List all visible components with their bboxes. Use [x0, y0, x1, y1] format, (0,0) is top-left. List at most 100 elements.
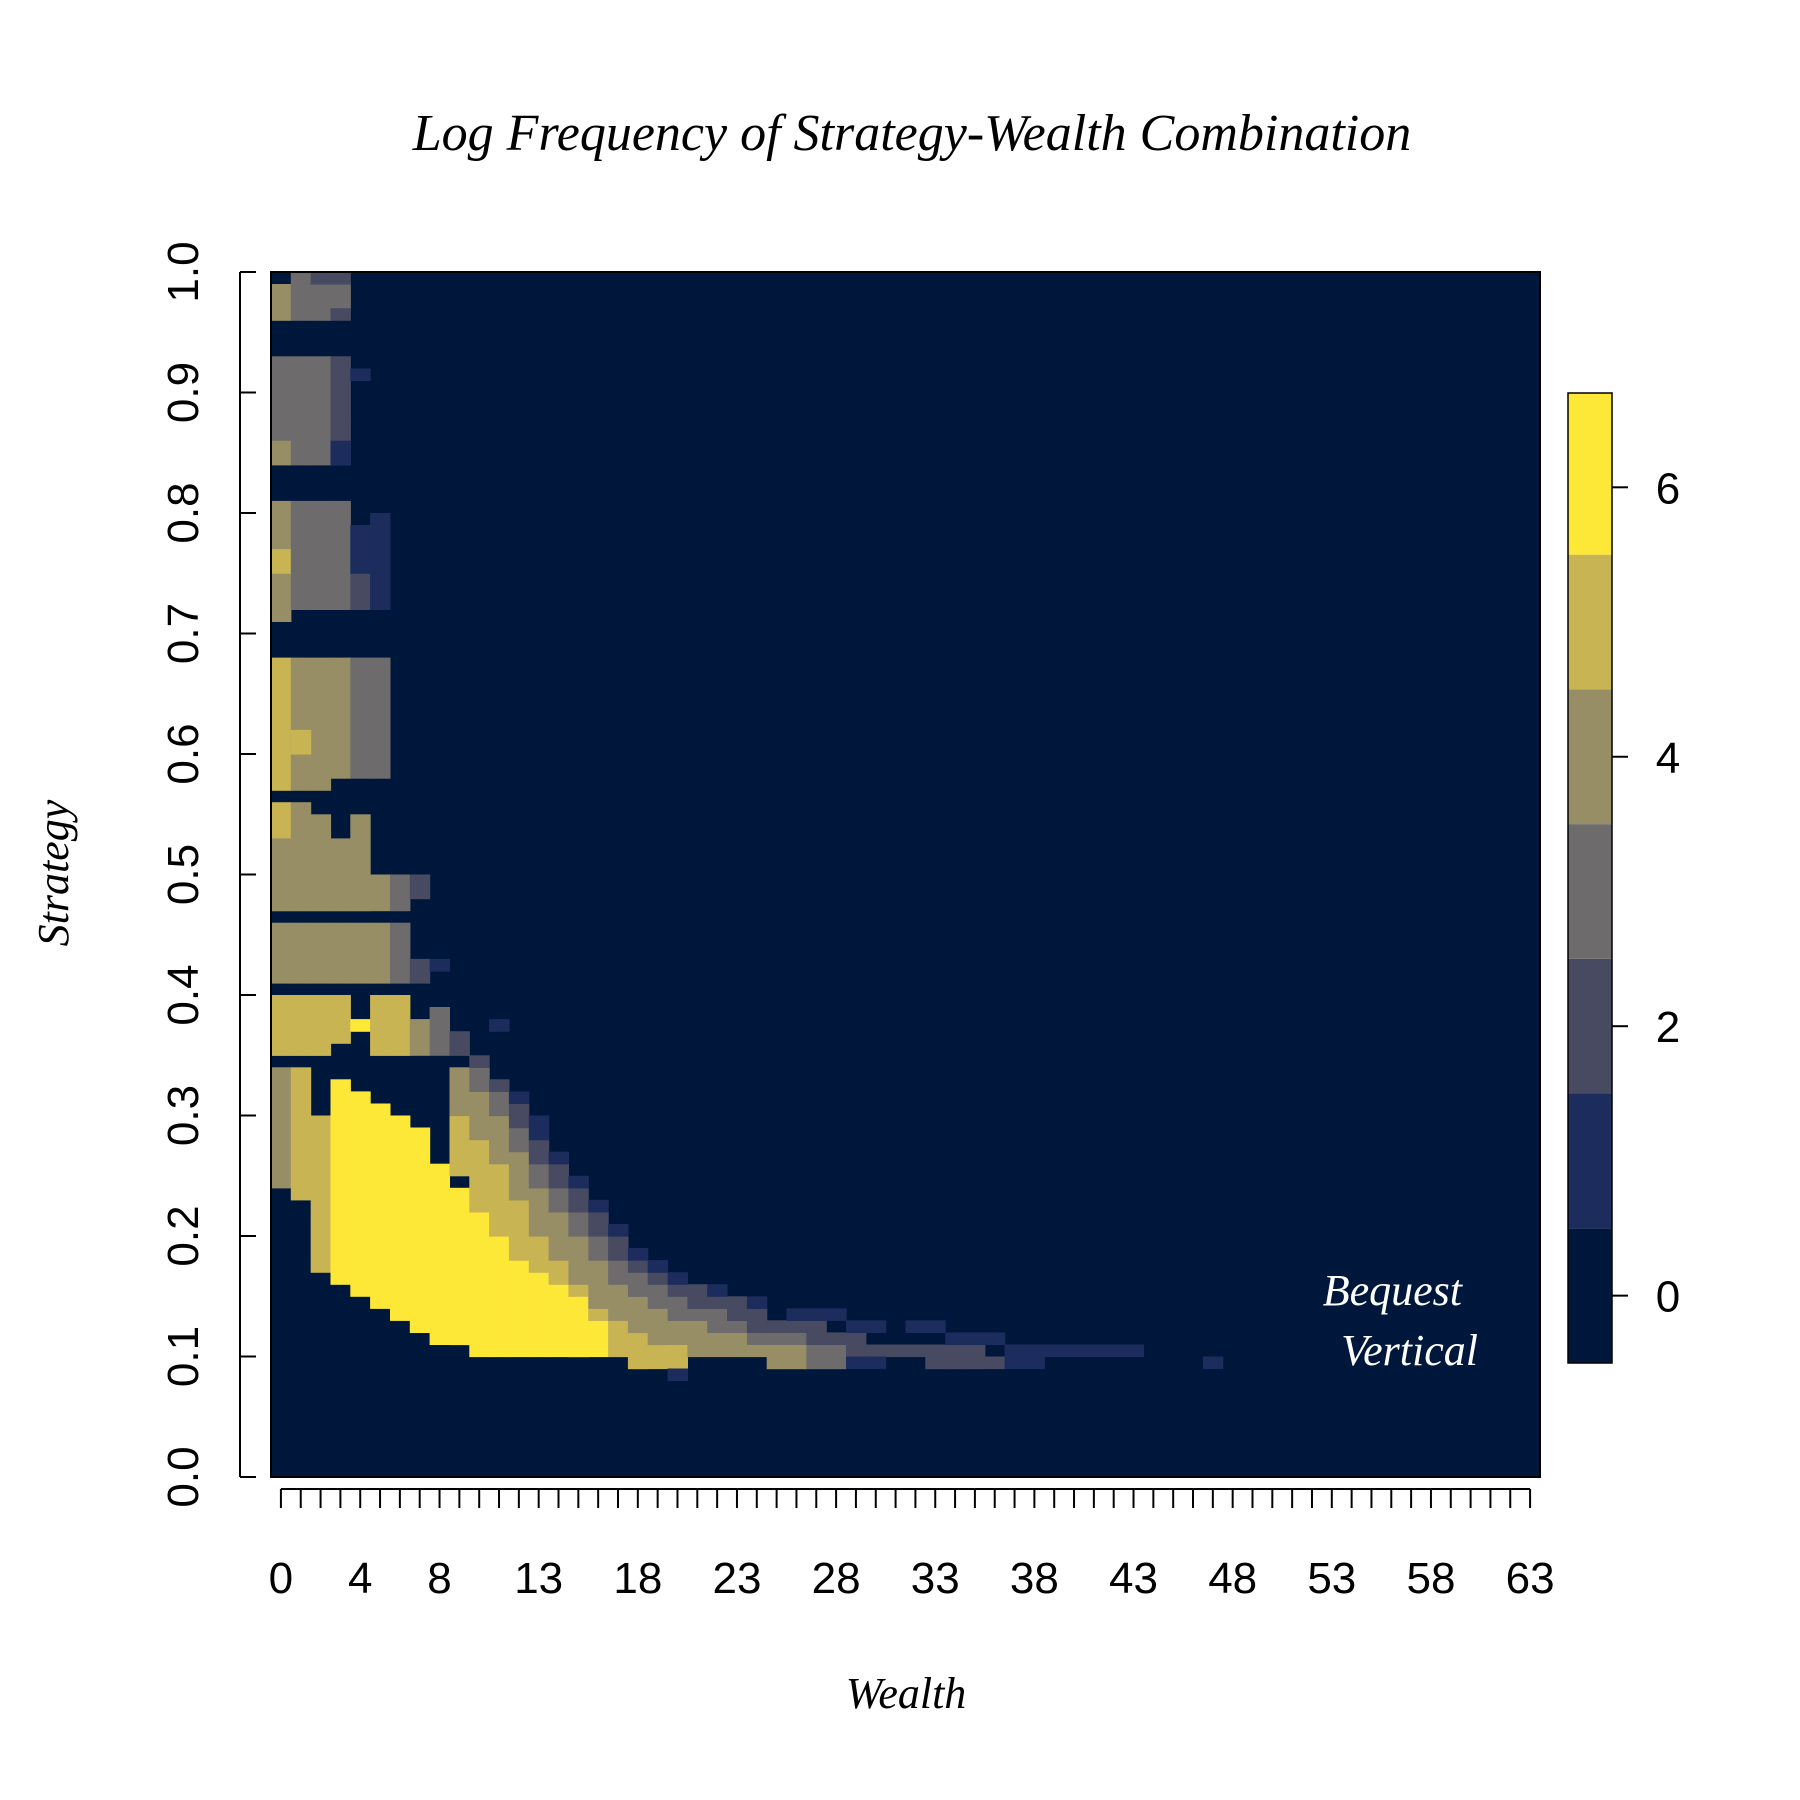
- heatmap-cell: [290, 356, 312, 466]
- heatmap-cell: [667, 1296, 688, 1321]
- colorbar-band: [1568, 1093, 1612, 1229]
- heatmap-cell: [409, 1019, 431, 1056]
- heatmap-cell: [568, 1211, 589, 1237]
- heatmap-cell: [310, 657, 332, 791]
- heatmap-cell: [786, 1320, 807, 1333]
- heatmap-cell: [528, 1163, 550, 1189]
- heatmap-cell: [370, 1103, 391, 1309]
- x-tick-label: 43: [1109, 1554, 1158, 1603]
- heatmap-cell: [984, 1356, 1006, 1370]
- chart-title: Log Frequency of Strategy-Wealth Combina…: [412, 105, 1411, 162]
- heatmap-cell: [1024, 1356, 1045, 1370]
- x-tick-label: 4: [348, 1554, 372, 1603]
- heatmap-cell: [806, 1320, 827, 1345]
- heatmap-cell: [469, 1091, 490, 1141]
- heatmap-cell: [271, 284, 292, 321]
- x-tick-label: 28: [812, 1554, 861, 1603]
- heatmap-cell: [786, 1332, 807, 1345]
- heatmap-cell: [489, 1115, 510, 1165]
- y-tick-label: 1.0: [159, 241, 208, 302]
- y-tick-label: 0.7: [159, 603, 208, 664]
- heatmap-cell: [429, 1007, 450, 1056]
- heatmap-cell: [429, 1163, 450, 1345]
- x-tick-label: 23: [712, 1554, 761, 1603]
- heatmap-cell: [350, 1019, 371, 1032]
- y-axis-label: Strategy: [29, 799, 78, 946]
- heatmap-cell: [627, 1248, 649, 1261]
- heatmap-cell: [370, 874, 391, 912]
- heatmap-cell: [310, 995, 332, 1056]
- heatmap-cell: [290, 729, 312, 755]
- heatmap-cell: [865, 1320, 887, 1333]
- heatmap-cell: [330, 1079, 351, 1285]
- colorbar: 0 2 4 6: [1567, 392, 1680, 1364]
- heatmap-cell: [548, 1187, 569, 1213]
- heatmap-cell: [290, 922, 312, 984]
- y-axis: 0.0 0.1 0.2 0.3 0.4 0.5 0.6 0.7 0.8 0.9 1.0: [159, 241, 256, 1508]
- heatmap-cell: [271, 922, 292, 984]
- colorbar-band: [1568, 958, 1612, 1094]
- x-tick-label: 13: [514, 1554, 563, 1603]
- heatmap-cell: [350, 657, 371, 779]
- heatmap-cell: [925, 1320, 946, 1333]
- heatmap-cell: [409, 874, 431, 900]
- heatmap-cell: [489, 1236, 510, 1358]
- heatmap-cell: [588, 1236, 609, 1261]
- heatmap-cell: [667, 1320, 688, 1345]
- x-axis-label: Wealth: [846, 1669, 967, 1718]
- heatmap-cell: [528, 1272, 550, 1358]
- heatmap-cell: [1044, 1344, 1065, 1358]
- heatmap-cell: [409, 958, 431, 984]
- heatmap-cell: [469, 1067, 490, 1092]
- heatmap-cell: [568, 1236, 589, 1285]
- heatmap-cell: [627, 1260, 649, 1273]
- heatmap-cell: [330, 284, 351, 309]
- plot-frame: [270, 271, 1541, 1478]
- heatmap-cell: [1084, 1344, 1105, 1358]
- heatmap-cell: [627, 1272, 649, 1297]
- x-tick-label: 8: [427, 1554, 451, 1603]
- heatmap-cell: [271, 717, 292, 791]
- heatmap-cell: [667, 1368, 688, 1382]
- heatmap-cell: [806, 1308, 827, 1321]
- heatmap-cell: [826, 1308, 847, 1321]
- heatmap-cell: [290, 657, 312, 791]
- y-tick-label: 0.1: [159, 1326, 208, 1387]
- heatmap-cell: [271, 440, 292, 466]
- heatmap-cell: [826, 1332, 847, 1345]
- x-tick-label: 58: [1406, 1554, 1455, 1603]
- heatmap-cell: [608, 1236, 629, 1261]
- heatmap-cell: [330, 356, 351, 418]
- heatmap-cell: [310, 272, 332, 285]
- heatmap-cell: [568, 1187, 589, 1213]
- heatmap-cell: [508, 1103, 530, 1129]
- heatmap-cell: [330, 657, 351, 779]
- colorbar-tick-label: 6: [1656, 464, 1680, 513]
- heatmap-cell: [271, 549, 292, 574]
- heatmap-cell: [271, 838, 292, 912]
- x-axis: 0 4 8 13 18 23 28 33 38 43 48 53 58 63: [269, 1488, 1555, 1603]
- heatmap-cell: [390, 874, 411, 912]
- heatmap-cell: [469, 1055, 490, 1068]
- heatmap-cell: [271, 356, 292, 442]
- x-tick-label: 53: [1307, 1554, 1356, 1603]
- heatmap-cell: [766, 1332, 788, 1345]
- heatmap-cell: [449, 1187, 470, 1346]
- heatmap-cell: [508, 1091, 530, 1104]
- heatmap-cell: [647, 1308, 669, 1346]
- heatmap-cell: [905, 1320, 926, 1333]
- heatmap-cell: [846, 1356, 867, 1370]
- annotation-vertical: Vertical: [1341, 1326, 1478, 1375]
- heatmap-cell: [290, 802, 312, 912]
- heatmap-cell: [330, 838, 351, 912]
- heatmap-cell: [330, 308, 351, 321]
- heatmap-cell: [528, 1139, 550, 1165]
- heatmap-cell: [370, 995, 391, 1056]
- heatmap-cell: [667, 1344, 688, 1370]
- heatmap-cell: [826, 1344, 847, 1370]
- heatmap-cell: [846, 1332, 867, 1358]
- y-tick-label: 0.4: [159, 964, 208, 1025]
- heatmap-cell: [667, 1272, 688, 1285]
- heatmap-cell: [271, 657, 292, 719]
